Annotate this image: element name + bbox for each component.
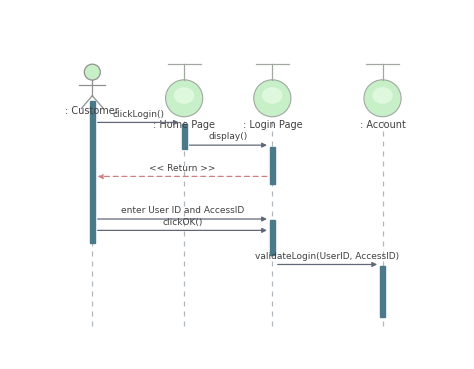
Text: << Return >>: << Return >> [149, 164, 216, 173]
Bar [270, 146, 275, 183]
Ellipse shape [364, 80, 401, 117]
Text: : Customer: : Customer [65, 106, 119, 116]
Bar [90, 195, 95, 243]
Bar [270, 220, 275, 255]
Text: : Home Page: : Home Page [153, 120, 215, 130]
Text: : Login Page: : Login Page [243, 120, 302, 130]
Ellipse shape [174, 87, 194, 104]
Ellipse shape [372, 87, 393, 104]
Ellipse shape [262, 87, 283, 104]
Text: clickLogin(): clickLogin() [112, 110, 164, 119]
Text: clickOK(): clickOK() [162, 218, 202, 227]
Bar [90, 101, 95, 195]
Text: : Account: : Account [360, 120, 405, 130]
Text: display(): display() [209, 132, 248, 141]
Ellipse shape [84, 64, 100, 80]
Bar [380, 266, 385, 317]
Text: validateLogin(UserID, AccessID): validateLogin(UserID, AccessID) [255, 252, 400, 261]
Ellipse shape [254, 80, 291, 117]
Text: enter User ID and AccessID: enter User ID and AccessID [121, 206, 244, 215]
Ellipse shape [165, 80, 203, 117]
Bar [182, 124, 187, 149]
